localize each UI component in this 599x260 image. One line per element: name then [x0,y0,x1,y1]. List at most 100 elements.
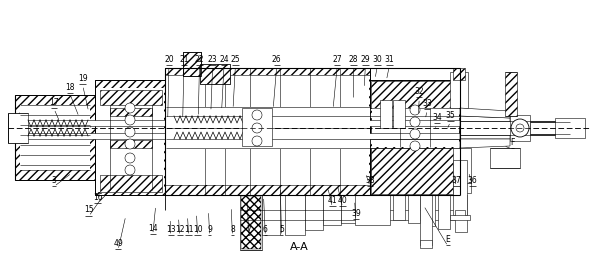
Polygon shape [165,128,370,195]
Text: 36: 36 [468,176,477,185]
Text: 13: 13 [166,225,176,234]
Bar [455,195,467,232]
Bar [393,195,405,220]
Bar [183,52,201,76]
Bar [438,195,450,229]
Text: 39: 39 [351,209,361,218]
Bar [341,195,359,223]
Text: 3: 3 [52,176,56,185]
Bar [166,108,460,118]
Bar [372,108,459,147]
Bar [8,113,28,143]
Text: 19: 19 [78,74,87,83]
Circle shape [410,141,420,151]
Text: 34: 34 [432,113,442,122]
Bar [183,52,201,76]
Bar [370,80,460,195]
Polygon shape [460,116,510,139]
Circle shape [125,165,135,175]
Text: 12: 12 [175,225,184,234]
Text: 35: 35 [446,110,455,120]
Bar [453,148,471,183]
Circle shape [252,110,262,120]
Text: F: F [510,138,515,147]
Text: 25: 25 [231,55,240,64]
Bar [95,80,165,195]
Bar [262,195,280,235]
Circle shape [125,127,135,137]
Bar [110,140,152,148]
Bar [453,160,467,215]
Text: 9: 9 [207,225,212,234]
Bar [305,195,323,230]
Text: 5: 5 [279,225,284,234]
Bar [100,90,162,105]
Bar [241,196,261,249]
Bar [323,195,341,225]
Bar [166,138,460,148]
Bar [20,133,460,139]
Bar [20,105,90,170]
Bar [285,195,305,235]
Bar [200,64,230,84]
Circle shape [410,129,420,139]
Circle shape [410,117,420,127]
Bar [420,195,432,245]
Text: 18: 18 [65,83,75,92]
Text: 6: 6 [263,225,268,234]
Bar [355,195,390,225]
Text: 15: 15 [84,205,93,214]
Circle shape [516,124,524,132]
Bar [166,75,369,185]
Text: 28: 28 [349,55,358,64]
Circle shape [252,136,262,146]
Polygon shape [165,68,370,128]
Bar [510,115,530,141]
Bar [240,195,262,250]
Text: 33: 33 [422,99,432,108]
Text: 14: 14 [148,224,158,233]
Text: 10: 10 [193,225,202,234]
Bar [371,88,459,192]
Bar [100,175,162,192]
Bar [15,95,95,180]
Bar [408,195,420,223]
Text: E: E [446,235,450,244]
Text: 38: 38 [365,176,375,185]
Circle shape [125,153,135,163]
Text: 32: 32 [415,87,424,96]
Text: 8: 8 [230,225,235,234]
Text: 17: 17 [49,98,59,107]
Text: 41: 41 [328,196,337,205]
Text: 31: 31 [385,55,394,64]
Bar [490,148,520,168]
Polygon shape [460,108,510,118]
Text: 22: 22 [195,55,204,64]
Bar [505,72,517,116]
Bar [393,100,405,128]
Circle shape [125,139,135,149]
Text: 7: 7 [246,225,251,234]
Bar [555,118,585,138]
Text: 49: 49 [113,239,123,248]
Text: 37: 37 [452,176,461,185]
Text: 40: 40 [338,196,347,205]
Circle shape [252,123,262,133]
Bar [96,88,164,192]
Circle shape [125,115,135,125]
Circle shape [410,105,420,115]
Bar [166,107,370,149]
Text: 26: 26 [272,55,282,64]
Bar [450,215,470,220]
Bar [460,121,555,135]
Bar [380,100,392,128]
Text: 23: 23 [208,55,217,64]
Bar [242,108,272,146]
Bar [200,64,230,84]
Bar [423,195,435,226]
Text: 29: 29 [361,55,370,64]
Bar [20,120,460,126]
Bar [98,90,162,190]
Text: 27: 27 [332,55,342,64]
Bar [371,115,459,194]
